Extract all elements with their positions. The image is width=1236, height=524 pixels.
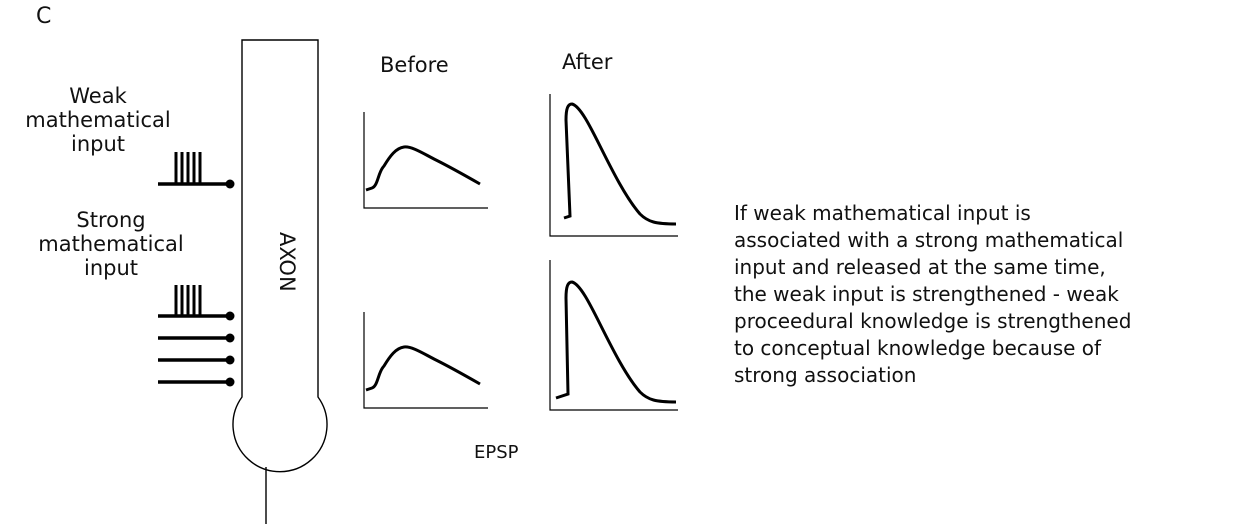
strong-input-label-line: input [83,256,139,281]
caption-line: associated with a strong mathematical [734,228,1124,252]
caption-line: If weak mathematical input is [734,201,1031,225]
strong-input-label: Strong mathematical input [0,208,222,280]
weak-input-label-line: mathematical [25,108,171,133]
axon-outline [232,39,328,473]
axon-label: AXON [275,232,299,292]
strong-synapse-terminals [225,311,235,387]
caption-line: proceedural knowledge is strengthened [734,309,1132,333]
epsp-before-top [363,112,488,209]
epsp-before-bottom [363,312,488,409]
caption-line: the weak input is strengthened - weak [734,282,1119,306]
caption-line: strong association [734,363,917,387]
caption: If weak mathematical input is associated… [734,200,1234,389]
epsp-after-bottom [549,260,678,411]
weak-input-label-line: input [70,132,126,157]
axes [549,94,678,237]
panel-label: C [36,4,52,29]
strong-input-lines [158,314,230,384]
axes [363,312,488,409]
strong-input-label-line: mathematical [38,232,184,257]
caption-line: input and released at the same time, [734,255,1106,279]
weak-spike-train [174,152,202,184]
epsp-trace [555,280,677,404]
epsp-after-top [549,94,678,237]
caption-line: to conceptual knowledge because of [734,336,1102,360]
weak-synapse-terminal [225,179,235,189]
axes [549,260,678,411]
after-label: After [562,50,613,74]
before-label: Before [380,53,449,77]
epsp-trace [365,345,481,392]
epsp-label: EPSP [474,442,519,463]
weak-input-label: Weak mathematical input [0,84,196,156]
epsp-trace [563,102,677,226]
epsp-trace [365,145,481,192]
strong-spike-train [174,285,202,316]
strong-input-label-line: Strong [76,208,146,232]
weak-input-label-line: Weak [69,84,127,108]
axes [363,112,488,209]
